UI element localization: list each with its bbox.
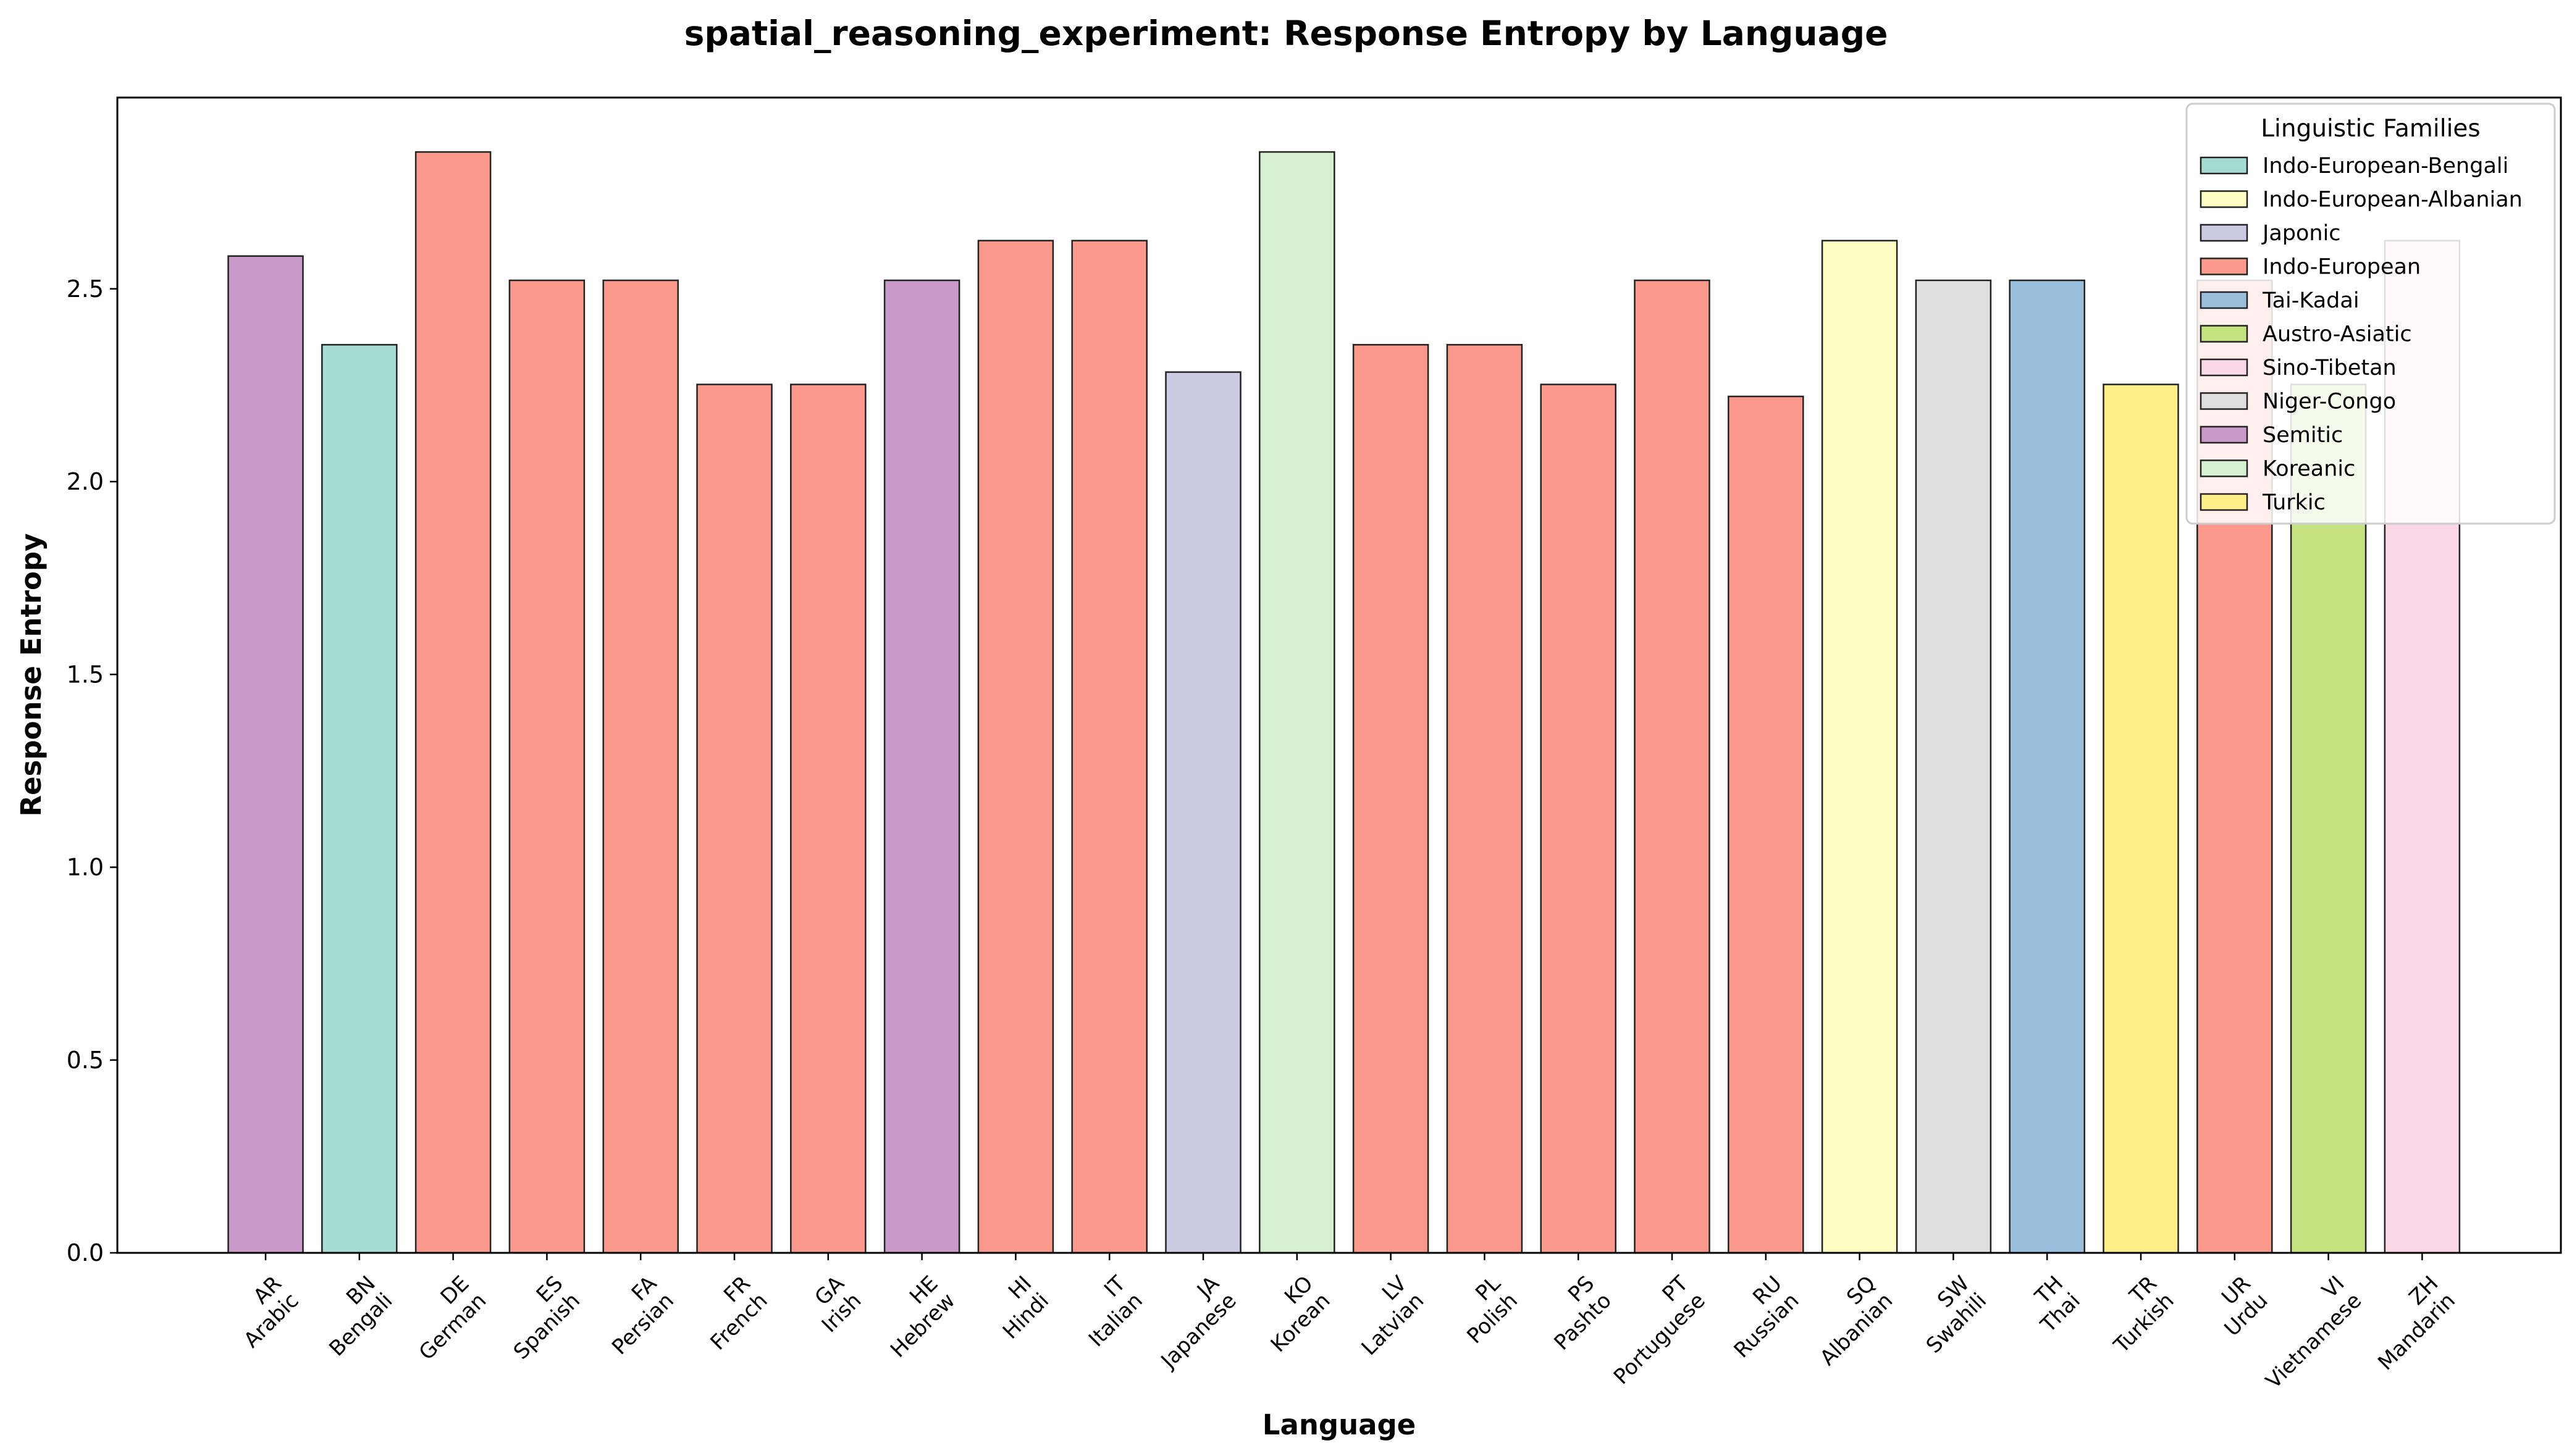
x-tick-label: THThai <box>2019 1271 2085 1338</box>
legend-swatch <box>2200 358 2248 377</box>
bar-ko <box>1259 151 1335 1254</box>
x-tick-label: ESSpanish <box>492 1271 585 1365</box>
bar-pl <box>1446 344 1523 1254</box>
legend-entry-label: Koreanic <box>2263 457 2355 482</box>
x-tick-label: SQAlbanian <box>1798 1271 1897 1371</box>
x-tick-label: KOKorean <box>1249 1271 1335 1357</box>
bar-tr <box>2103 383 2179 1254</box>
x-tick-name: Portuguese <box>1609 1288 1710 1389</box>
bar-ja <box>1165 371 1242 1254</box>
legend-entry-label: Indo-European-Bengali <box>2263 154 2508 178</box>
legend-swatch <box>2200 257 2248 275</box>
x-tick-label: PLPolish <box>1445 1271 1523 1349</box>
legend-box <box>2185 103 2556 525</box>
bar-ar <box>227 255 304 1254</box>
bar-vi <box>2290 383 2367 1254</box>
legend-entry-label: Indo-European-Albanian <box>2263 188 2523 212</box>
x-tick-label: TRTurkish <box>2091 1271 2179 1358</box>
x-tick-name: Japanese <box>1156 1288 1242 1374</box>
legend-title: Linguistic Families <box>2261 115 2480 143</box>
x-tick-label: FAPersian <box>590 1271 678 1360</box>
x-tick-label: RURussian <box>1712 1271 1804 1363</box>
y-tick-label: 1.0 <box>67 854 104 881</box>
x-tick-label: LVLatvian <box>1340 1271 1429 1360</box>
chart-title: spatial_reasoning_experiment: Response E… <box>684 14 1888 53</box>
x-tick-label: HEHebrew <box>868 1271 960 1363</box>
x-tick-label: JAJapanese <box>1138 1271 1242 1374</box>
bar-de <box>414 151 492 1254</box>
y-tick-label: 0.0 <box>67 1239 104 1266</box>
y-tick-label: 0.5 <box>67 1047 104 1074</box>
bar-sq <box>1821 240 1898 1254</box>
x-tick-label: VIVietnamese <box>2244 1271 2366 1394</box>
bar-pt <box>1634 279 1710 1254</box>
bar-ps <box>1540 383 1616 1254</box>
x-tick-label: BNBengali <box>308 1271 398 1362</box>
x-tick-label: ITItalian <box>1067 1271 1148 1352</box>
y-axis-label: Response Entropy <box>15 533 48 816</box>
legend-entries: Indo-European-Bengali Indo-European-Alban… <box>2200 154 2523 515</box>
x-tick-label: SWSwahili <box>1904 1271 1991 1358</box>
plot-frame <box>116 96 2562 1254</box>
legend-swatch <box>2200 291 2248 309</box>
bar-th <box>2009 279 2085 1254</box>
bar-fr <box>696 383 773 1254</box>
bar-ru <box>1728 395 1804 1254</box>
bar-lv <box>1352 344 1429 1254</box>
legend-swatch <box>2200 493 2248 511</box>
y-tick-label: 2.5 <box>67 275 104 303</box>
x-tick-name: Vietnamese <box>2261 1288 2367 1394</box>
legend-swatch <box>2200 392 2248 410</box>
legend-entry-label: Tai-Kadai <box>2262 288 2360 313</box>
x-tick-label: ARArabic <box>222 1271 303 1353</box>
x-tick-label: PSPashto <box>1532 1271 1616 1355</box>
x-tick-label: DEGerman <box>397 1271 491 1365</box>
x-tick-label: GAIrish <box>800 1271 866 1337</box>
y-tick-label: 2.0 <box>67 468 104 495</box>
legend-swatch <box>2200 156 2248 175</box>
bar-hi <box>977 240 1054 1254</box>
bar-bn <box>321 344 398 1254</box>
x-tick-label: ZHMandarin <box>2356 1271 2460 1375</box>
x-tick-label: PTPortuguese <box>1592 1271 1710 1390</box>
bar-sw <box>1915 279 1992 1254</box>
x-tick-label: FRFrench <box>689 1271 773 1355</box>
x-tick-label: URUrdu <box>2203 1271 2272 1341</box>
legend-entry-label: Austro-Asiatic <box>2263 322 2412 347</box>
legend-entry-label: Sino-Tibetan <box>2263 356 2397 380</box>
bar-it <box>1071 240 1148 1254</box>
y-axis-ticks: 0.0 0.5 1.0 1.5 2.0 2.5 <box>67 275 117 1266</box>
bar-ga <box>790 383 867 1254</box>
x-axis-label: Language <box>1263 1408 1416 1441</box>
bar-es <box>508 279 586 1254</box>
legend: Linguistic Families Indo-European-Bengal… <box>2185 103 2556 525</box>
legend-swatch <box>2200 459 2248 477</box>
legend-entry-label: Indo-European <box>2263 255 2421 280</box>
x-axis-ticks: ARArabic BNBengali DEGerman ESSpanish FAPers… <box>222 1253 2460 1394</box>
legend-entry-label: Turkic <box>2262 490 2326 515</box>
bars <box>227 151 2461 1254</box>
legend-entry-label: Niger-Congo <box>2263 390 2396 414</box>
x-tick-label: HIHindi <box>981 1271 1054 1344</box>
legend-entry-label: Japonic <box>2261 221 2341 246</box>
bar-he <box>883 279 960 1254</box>
legend-swatch <box>2200 325 2248 343</box>
bar-fa <box>602 279 679 1254</box>
legend-swatch <box>2200 190 2248 208</box>
legend-entry-label: Semitic <box>2263 423 2343 448</box>
legend-swatch <box>2200 425 2248 444</box>
legend-swatch <box>2200 224 2248 242</box>
y-tick-label: 1.5 <box>67 661 104 688</box>
